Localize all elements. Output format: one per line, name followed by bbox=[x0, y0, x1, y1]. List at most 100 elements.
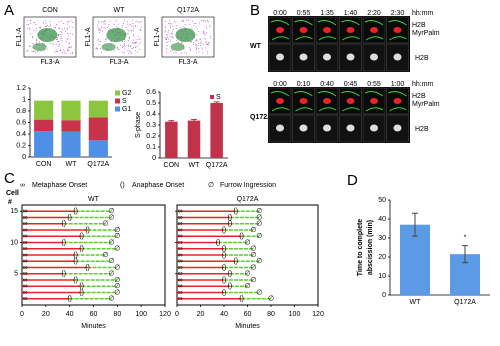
x-tick-label: Q172A bbox=[87, 161, 109, 168]
event-marker: ∞ bbox=[178, 208, 183, 215]
flow-dot bbox=[182, 26, 184, 28]
membrane bbox=[341, 91, 360, 112]
flow-dot bbox=[106, 37, 108, 39]
flow-dot bbox=[193, 24, 195, 26]
row-label: Q172A bbox=[250, 114, 272, 121]
flow-dot bbox=[197, 45, 199, 47]
x-tick-label: WT bbox=[189, 162, 201, 169]
bar-segment bbox=[34, 119, 54, 132]
axis-label: FL3-A bbox=[109, 59, 128, 66]
flow-dot bbox=[175, 27, 177, 29]
flow-dot bbox=[184, 26, 186, 28]
event-marker: () bbox=[61, 271, 66, 278]
flow-dot bbox=[61, 51, 63, 53]
panel-title: Q172A bbox=[237, 196, 259, 203]
flow-dot bbox=[189, 47, 191, 49]
flow-dot bbox=[67, 33, 69, 35]
event-marker: ∞ bbox=[178, 271, 183, 278]
flow-dot bbox=[170, 22, 172, 24]
y-tick-label: 0 bbox=[152, 155, 156, 162]
flow-dot bbox=[193, 22, 195, 24]
flow-dot bbox=[190, 41, 192, 43]
legend-swatch bbox=[115, 106, 120, 112]
flow-dot bbox=[195, 48, 197, 50]
flow-dot bbox=[189, 23, 191, 25]
flow-dot bbox=[66, 41, 68, 43]
flow-dot bbox=[139, 43, 141, 45]
event-marker: ∅ bbox=[114, 233, 120, 240]
flow-dot bbox=[70, 52, 72, 54]
legend-marker: ∞ bbox=[20, 182, 25, 189]
flow-dot bbox=[35, 52, 37, 54]
flow-dot bbox=[132, 42, 134, 44]
flow-dot bbox=[97, 40, 99, 42]
flow-dot bbox=[99, 28, 101, 30]
flow-dot bbox=[164, 36, 166, 38]
flow-dot bbox=[62, 45, 64, 47]
flow-cluster bbox=[37, 28, 58, 42]
flow-cluster bbox=[101, 43, 116, 51]
membrane bbox=[270, 91, 290, 112]
x-tick-label: 80 bbox=[267, 311, 275, 318]
membrane bbox=[364, 20, 384, 41]
channel-label: H2B bbox=[415, 126, 429, 133]
flow-dot bbox=[181, 20, 183, 22]
flow-dot bbox=[61, 39, 63, 41]
chromatin bbox=[323, 53, 331, 61]
flow-dot bbox=[55, 50, 57, 52]
flow-dot bbox=[207, 43, 209, 45]
flow-dot bbox=[48, 25, 50, 27]
y-tick-label: 0.2 bbox=[16, 142, 26, 149]
flow-dot bbox=[60, 36, 62, 38]
flow-dot bbox=[171, 49, 173, 51]
flow-dot bbox=[60, 49, 62, 51]
flow-dot bbox=[131, 48, 133, 50]
flow-dot bbox=[61, 20, 63, 22]
chromatin bbox=[276, 98, 284, 104]
membrane bbox=[294, 91, 313, 112]
chromatin bbox=[393, 98, 402, 104]
flow-dot bbox=[141, 20, 143, 22]
flow-dot bbox=[209, 35, 211, 37]
bar-segment bbox=[34, 100, 54, 120]
flow-dot bbox=[30, 23, 32, 25]
event-marker: ∅ bbox=[250, 252, 256, 259]
flow-dot bbox=[116, 47, 118, 49]
flow-dot bbox=[203, 19, 205, 21]
x-tick-label: Q172A bbox=[206, 162, 228, 169]
flow-dot bbox=[123, 52, 125, 54]
flow-dot bbox=[49, 20, 51, 22]
flow-dot bbox=[105, 39, 107, 41]
flow-dot bbox=[115, 20, 117, 22]
event-marker: () bbox=[222, 246, 227, 253]
flow-dot bbox=[103, 26, 105, 28]
flow-dot bbox=[98, 21, 100, 23]
flow-dot bbox=[114, 50, 116, 52]
event-marker: ∞ bbox=[178, 283, 183, 290]
flow-dot bbox=[131, 25, 133, 27]
flow-dot bbox=[173, 52, 175, 54]
flow-dot bbox=[44, 25, 46, 27]
event-marker: ∞ bbox=[23, 277, 28, 284]
flow-dot bbox=[45, 26, 47, 28]
flow-dot bbox=[201, 48, 203, 50]
flow-dot bbox=[132, 27, 134, 29]
bar-segment bbox=[88, 100, 108, 118]
event-marker: ∞ bbox=[178, 296, 183, 303]
flow-dot bbox=[165, 39, 167, 41]
event-marker: ∅ bbox=[244, 271, 250, 278]
flow-dot bbox=[192, 44, 194, 46]
flow-dot bbox=[68, 21, 70, 23]
flow-dot bbox=[33, 50, 35, 52]
x-tick-label: 0 bbox=[20, 311, 24, 318]
flow-dot bbox=[54, 51, 56, 53]
x-tick-label: 40 bbox=[66, 311, 74, 318]
error-bar bbox=[191, 119, 197, 123]
flow-dot bbox=[208, 42, 210, 44]
flow-dot bbox=[164, 31, 166, 33]
membrane bbox=[388, 91, 407, 112]
event-marker: ∞ bbox=[178, 221, 183, 228]
flow-dot bbox=[70, 46, 72, 48]
flow-dot bbox=[26, 50, 28, 52]
membrane bbox=[341, 20, 360, 41]
